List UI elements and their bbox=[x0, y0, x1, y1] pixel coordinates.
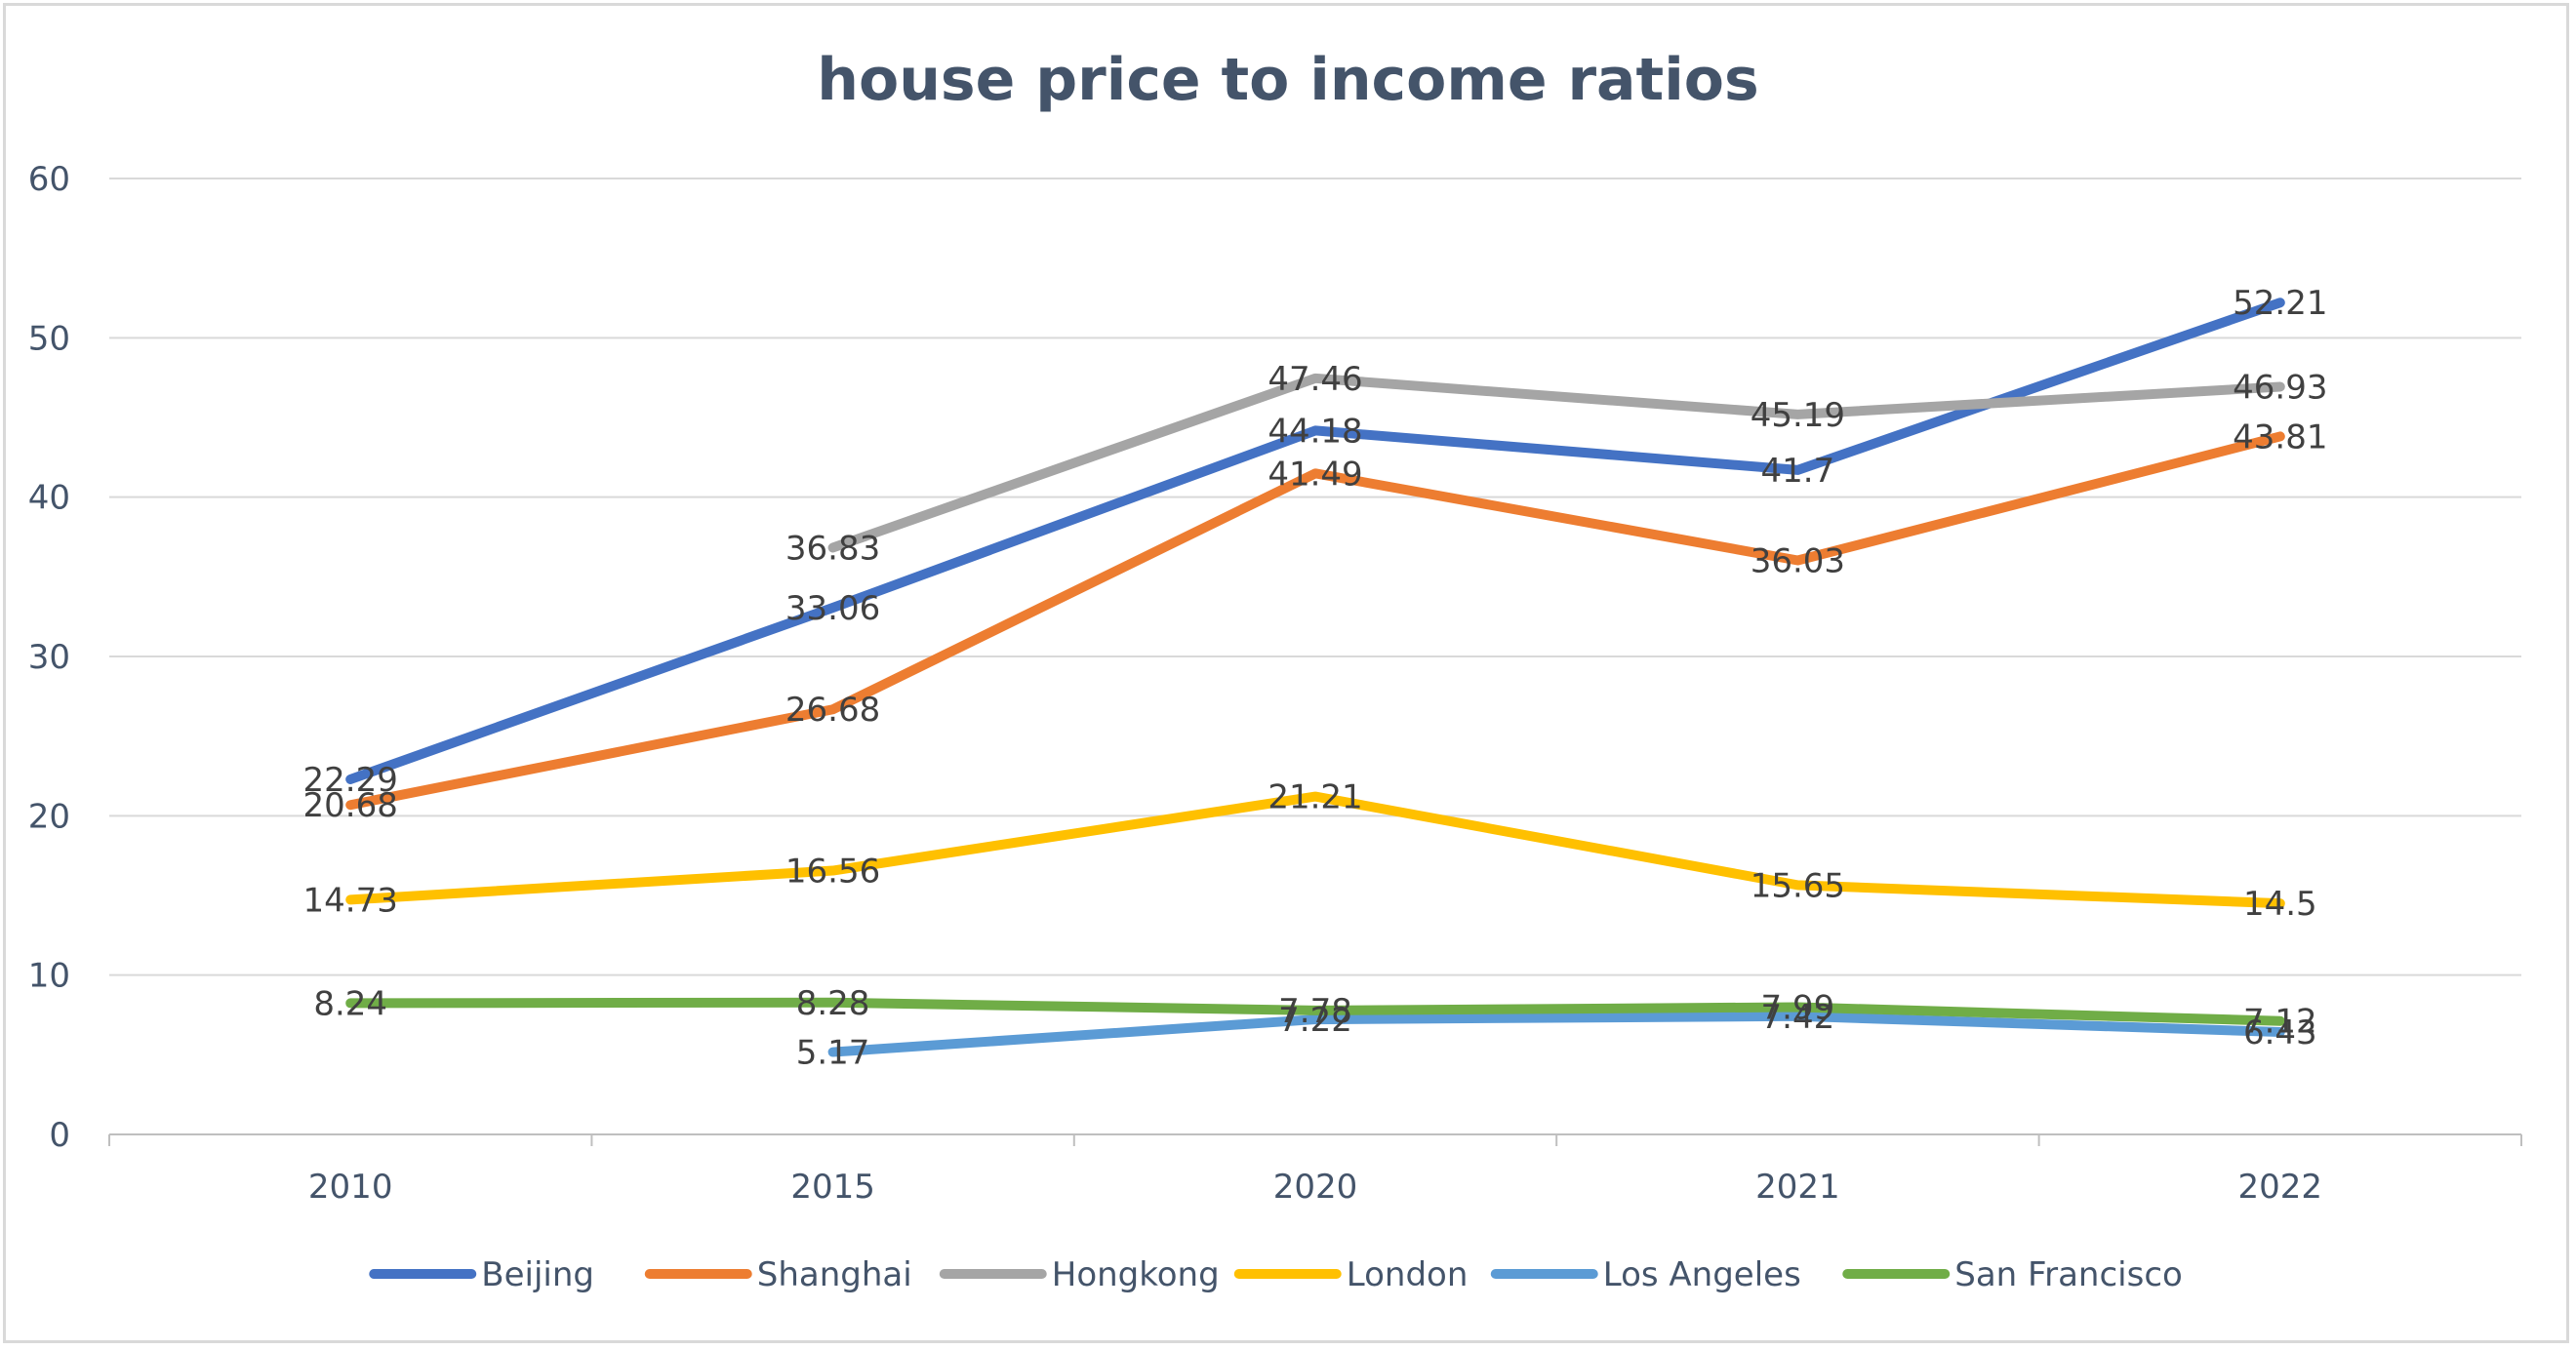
data-label: 14.5 bbox=[2243, 885, 2317, 924]
y-tick-label: 0 bbox=[49, 1116, 70, 1155]
data-label: 33.06 bbox=[785, 589, 880, 628]
x-tick-label: 2020 bbox=[1273, 1168, 1358, 1207]
data-label: 20.68 bbox=[303, 786, 398, 825]
legend-label: Los Angeles bbox=[1603, 1255, 1801, 1294]
chart-title: house price to income ratios bbox=[817, 46, 1758, 114]
data-label: 46.93 bbox=[2233, 368, 2327, 407]
y-tick-label: 30 bbox=[28, 638, 70, 677]
data-label: 6.43 bbox=[2243, 1013, 2317, 1052]
legend-label: San Francisco bbox=[1954, 1255, 2183, 1294]
data-label: 43.81 bbox=[2233, 417, 2327, 457]
series-line-beijing bbox=[345, 298, 2285, 784]
series-line-shanghai bbox=[345, 431, 2285, 811]
data-label: 7.22 bbox=[1278, 1001, 1352, 1040]
x-tick-label: 2021 bbox=[1755, 1168, 1840, 1207]
data-label: 7.99 bbox=[1761, 988, 1835, 1027]
series-line-london bbox=[345, 791, 2285, 909]
data-label: 22.29 bbox=[303, 761, 398, 800]
data-label: 16.56 bbox=[785, 853, 880, 892]
legend: Beijing Shanghai Hongkong London Los Angeles… bbox=[369, 1255, 2183, 1294]
data-label: 8.24 bbox=[313, 984, 387, 1023]
data-label: 36.83 bbox=[785, 529, 880, 568]
chart-frame bbox=[3, 3, 2569, 1343]
series-line-los-angeles bbox=[827, 1011, 2285, 1057]
legend-label: Shanghai bbox=[757, 1255, 912, 1294]
data-label: 7.12 bbox=[2243, 1003, 2317, 1042]
data-labels: 22.29 33.06 44.18 41.7 52.21 20.68 26.68 41.49 3… bbox=[303, 284, 2328, 1072]
data-label: 52.21 bbox=[2233, 284, 2327, 323]
data-label: 36.03 bbox=[1751, 542, 1845, 581]
data-label: 15.65 bbox=[1751, 866, 1845, 905]
data-label: 8.28 bbox=[796, 984, 870, 1023]
data-label: 45.19 bbox=[1751, 396, 1845, 435]
x-tick-label: 2010 bbox=[308, 1168, 393, 1207]
data-label: 5.17 bbox=[796, 1034, 870, 1073]
data-label: 47.46 bbox=[1268, 360, 1362, 399]
legend-label: Hongkong bbox=[1052, 1255, 1220, 1294]
y-tick-label: 20 bbox=[28, 797, 70, 836]
data-label: 44.18 bbox=[1268, 412, 1362, 451]
data-label: 21.21 bbox=[1268, 778, 1362, 817]
data-label: 26.68 bbox=[785, 691, 880, 730]
data-label: 7.42 bbox=[1761, 998, 1835, 1037]
y-tick-label: 60 bbox=[28, 160, 70, 199]
y-tick-label: 50 bbox=[28, 319, 70, 358]
legend-label: Beijing bbox=[481, 1255, 594, 1294]
data-label: 41.7 bbox=[1761, 452, 1835, 491]
x-tick-label: 2022 bbox=[2238, 1168, 2323, 1207]
data-label: 41.49 bbox=[1268, 455, 1362, 494]
series-line-hongkong bbox=[827, 373, 2285, 553]
x-tick-label: 2015 bbox=[790, 1168, 875, 1207]
legend-label: London bbox=[1347, 1255, 1469, 1294]
data-label: 14.73 bbox=[303, 881, 398, 920]
y-tick-label: 10 bbox=[28, 957, 70, 996]
gridlines bbox=[109, 178, 2521, 976]
series-line-san-francisco bbox=[345, 997, 2285, 1026]
y-tick-label: 40 bbox=[28, 479, 70, 518]
axes: 0 10 20 30 40 50 60 2010 2015 2020 2021 2022 bbox=[28, 160, 2522, 1207]
series-lines bbox=[345, 298, 2285, 1057]
data-label: 7.78 bbox=[1278, 992, 1352, 1031]
